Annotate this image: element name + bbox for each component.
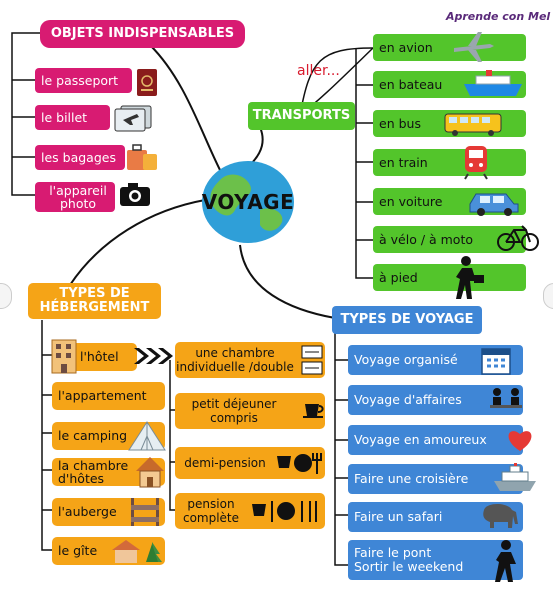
half-board-icon [275, 450, 323, 480]
brand-logo: Aprende con Mel [446, 10, 551, 23]
coffee-cup-icon [302, 396, 326, 424]
elephant-icon [478, 500, 522, 534]
transport-item-train: en train [373, 149, 526, 176]
objets-title: OBJETS INDISPENSABLES [50, 26, 235, 41]
voyage-item-croisiere: Faire une croisière [348, 464, 523, 494]
transport-item-velo: à vélo / à moto [373, 226, 526, 253]
meeting-icon [488, 386, 524, 418]
hotel-icon [50, 336, 78, 378]
option-pension-complete: pension complète [175, 493, 325, 529]
globe-icon [200, 160, 296, 244]
walking-person-icon [488, 540, 524, 588]
transport-item-avion: en avion [373, 34, 526, 61]
bus-icon [443, 112, 503, 140]
option-chambre: une chambre individuelle /double [175, 342, 325, 378]
aller-label: aller... [297, 63, 340, 79]
voyage-item-pont: Faire le pont Sortir le weekend [348, 540, 523, 580]
ticket-icon [113, 104, 153, 136]
house-icon [134, 455, 166, 493]
passport-icon [135, 68, 159, 102]
transport-item-pied: à pied [373, 264, 526, 291]
tent-icon [127, 420, 167, 456]
objets-item-bagages: les bagages [35, 145, 125, 170]
arrow-chevrons-icon [132, 345, 178, 371]
hebergement-title-line2: HÉBERGEMENT [39, 300, 150, 315]
bunk-bed-icon [128, 496, 162, 532]
hebergement-title-line1: TYPES DE [59, 286, 130, 301]
transports-header: TRANSPORTS [248, 102, 355, 130]
voyage-header: TYPES DE VOYAGE [332, 306, 482, 334]
hebergement-item-appartement: l'appartement [52, 382, 165, 410]
option-petit-dejeuner: petit déjeuner compris [175, 393, 325, 429]
calendar-icon [480, 344, 512, 380]
camera-icon [118, 180, 152, 212]
heart-icon [505, 427, 535, 457]
objets-item-passeport: le passeport [35, 68, 132, 93]
car-icon [466, 186, 522, 220]
center-title: VOYAGE [201, 190, 295, 214]
ship-icon [462, 68, 524, 102]
cottage-icon [108, 532, 166, 570]
walking-person-icon [448, 255, 488, 305]
hebergement-header: TYPES DE HÉBERGEMENT [28, 283, 161, 319]
airplane-icon [450, 28, 496, 68]
voyage-title: TYPES DE VOYAGE [340, 312, 474, 327]
train-icon [462, 144, 490, 184]
transports-title: TRANSPORTS [252, 108, 351, 123]
objets-item-appareil: l'appareil photo [35, 182, 115, 212]
cruise-ship-icon [492, 463, 538, 497]
luggage-icon [125, 142, 161, 176]
beds-icon [300, 344, 324, 380]
full-board-icon [250, 498, 324, 528]
bicycle-icon [496, 222, 540, 258]
hebergement-item-gite: le gîte [52, 537, 165, 565]
objets-item-billet: le billet [35, 105, 110, 130]
voyage-item-amoureux: Voyage en amoureux [348, 425, 523, 455]
objets-header: OBJETS INDISPENSABLES [40, 20, 245, 48]
